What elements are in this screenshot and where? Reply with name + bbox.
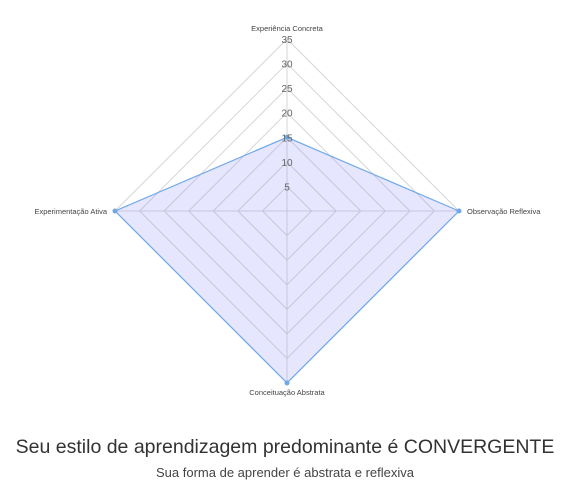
- tick-label-20: 20: [281, 109, 293, 120]
- learning-style-title: Seu estilo de aprendizagem predominante …: [15, 436, 555, 458]
- axis-label-1: Observação Reflexiva: [467, 207, 541, 216]
- radar-chart-svg: 5 10 15 20 25 30 35 Experiência Concreta Observa…: [34, 24, 541, 397]
- tick-label-25: 25: [281, 84, 293, 95]
- data-point-2: [284, 380, 290, 386]
- tick-label-10: 10: [281, 158, 293, 169]
- tick-label-15: 15: [281, 133, 293, 144]
- series-area-0: [114, 136, 460, 384]
- radar-chart: 5 10 15 20 25 30 35 Experiência Concreta Observa…: [34, 24, 541, 397]
- data-point-0: [284, 134, 290, 140]
- learning-style-subtitle: Sua forma de aprender é abstrata e refle…: [156, 465, 414, 480]
- axis-label-0: Experiência Concreta: [251, 24, 324, 33]
- axis-label-2: Conceituação Abstrata: [249, 388, 325, 397]
- axis-label-3: Experimentação Ativa: [34, 207, 107, 216]
- data-point-1: [456, 208, 462, 214]
- data-point-3: [112, 208, 118, 214]
- tick-label-30: 30: [281, 60, 293, 71]
- tick-label-5: 5: [284, 182, 290, 193]
- tick-label-35: 35: [281, 35, 293, 46]
